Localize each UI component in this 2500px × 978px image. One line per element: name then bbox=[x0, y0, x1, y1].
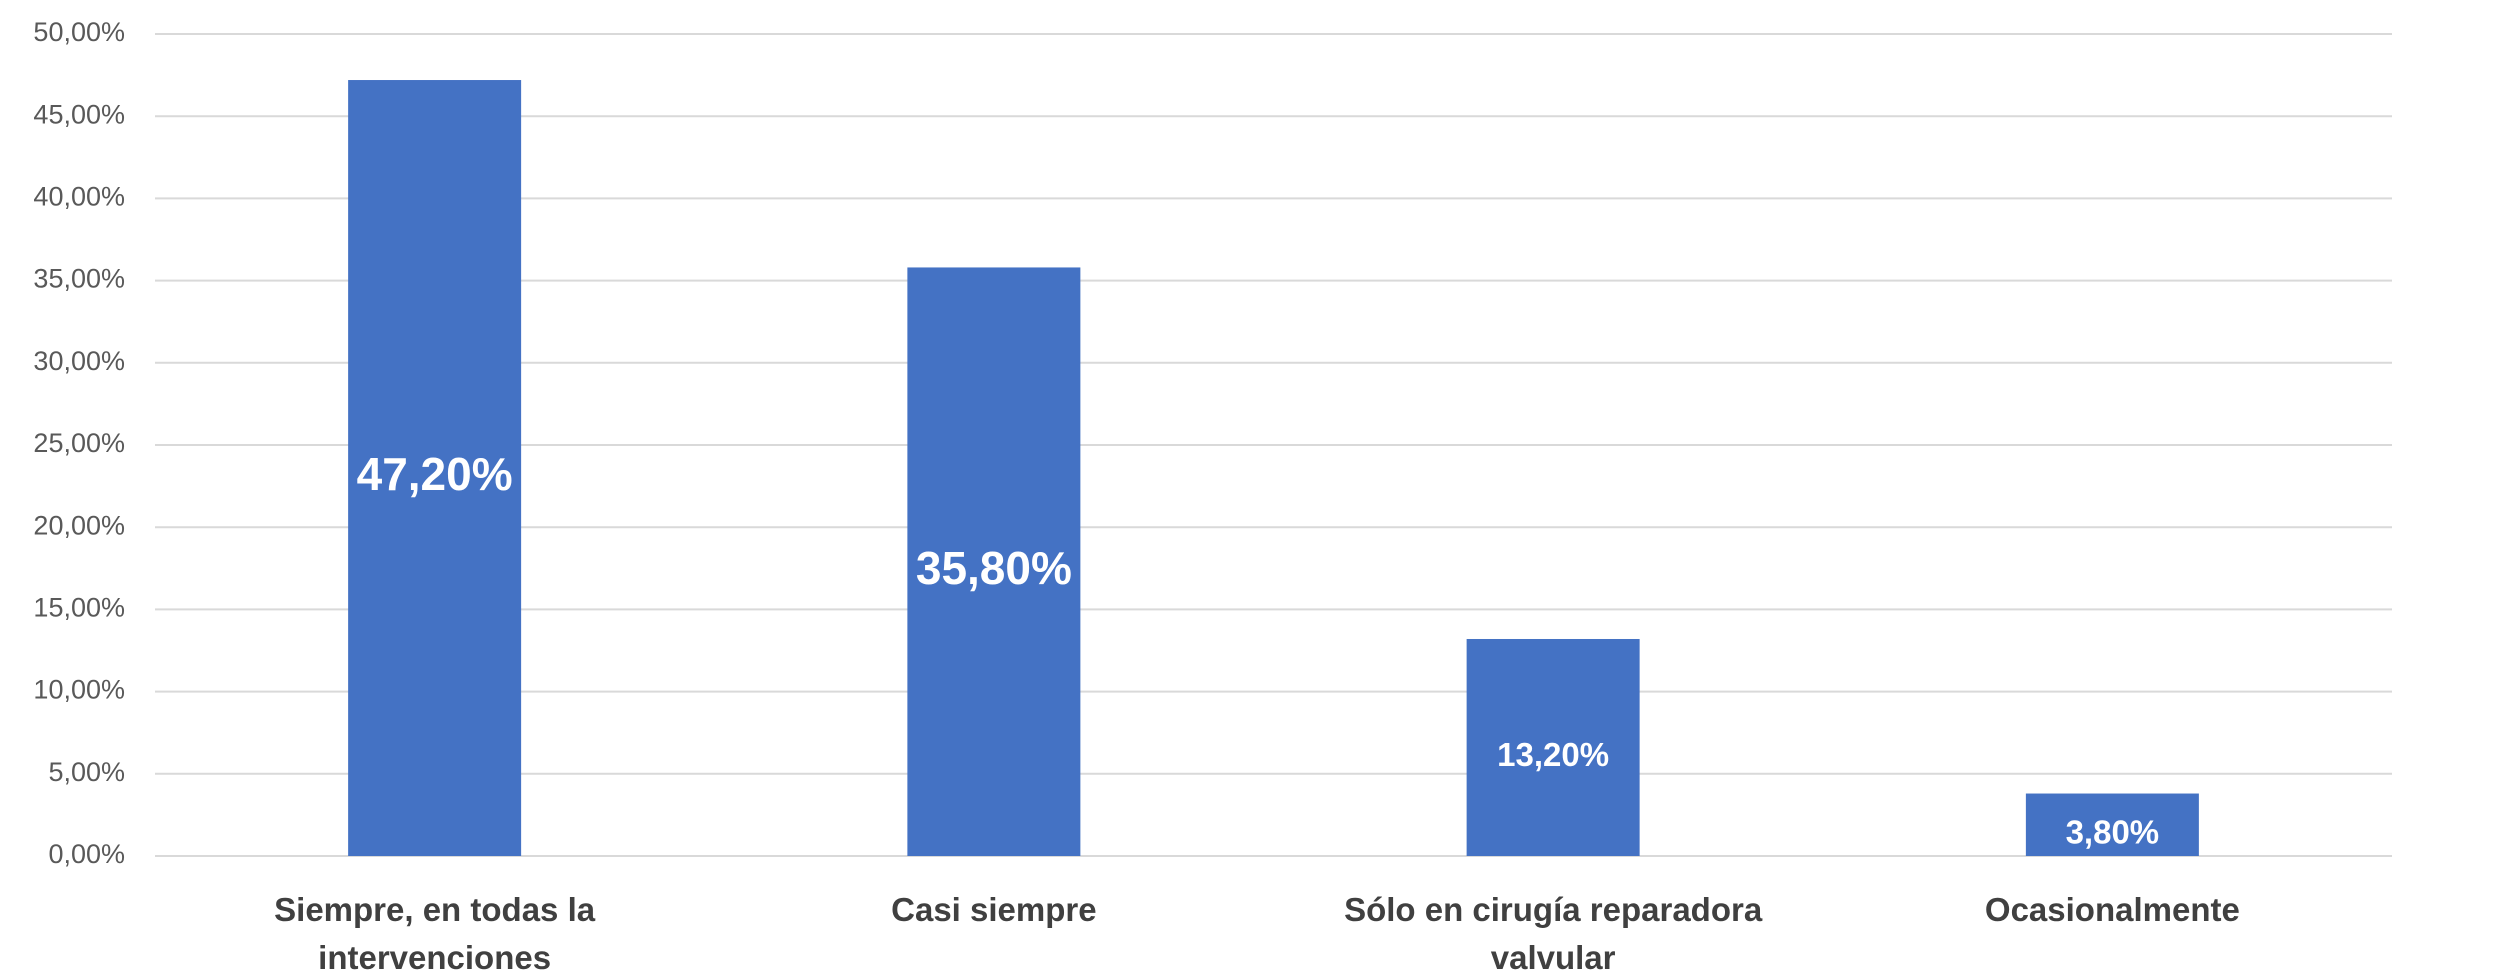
y-tick-label: 15,00% bbox=[33, 593, 125, 623]
y-tick-label: 45,00% bbox=[33, 99, 125, 129]
y-tick-label: 30,00% bbox=[33, 346, 125, 376]
bar bbox=[348, 80, 522, 857]
data-label: 3,80% bbox=[2066, 813, 2160, 850]
data-label: 35,80% bbox=[916, 542, 1072, 594]
data-label: 13,20% bbox=[1497, 736, 1609, 773]
x-tick-label: Siempre, en todas la intervenciones bbox=[274, 891, 596, 976]
y-tick-label: 25,00% bbox=[33, 428, 125, 458]
y-tick-label: 35,00% bbox=[33, 264, 125, 294]
bar bbox=[2025, 793, 2199, 856]
x-tick-label: Ocasionalmente bbox=[1984, 891, 2240, 928]
y-tick-label: 5,00% bbox=[48, 757, 125, 787]
y-tick-label: 50,00% bbox=[33, 17, 125, 47]
x-tick-label: Sólo en cirugía reparadora valvular bbox=[1344, 891, 1763, 976]
bar bbox=[907, 267, 1081, 856]
y-tick-label: 20,00% bbox=[33, 510, 125, 540]
bar bbox=[1466, 638, 1640, 856]
y-tick-label: 10,00% bbox=[33, 675, 125, 705]
x-tick-label: Casi siempre bbox=[891, 891, 1097, 928]
y-tick-label: 40,00% bbox=[33, 182, 125, 212]
y-tick-label: 0,00% bbox=[48, 839, 125, 869]
data-label: 47,20% bbox=[357, 448, 513, 500]
